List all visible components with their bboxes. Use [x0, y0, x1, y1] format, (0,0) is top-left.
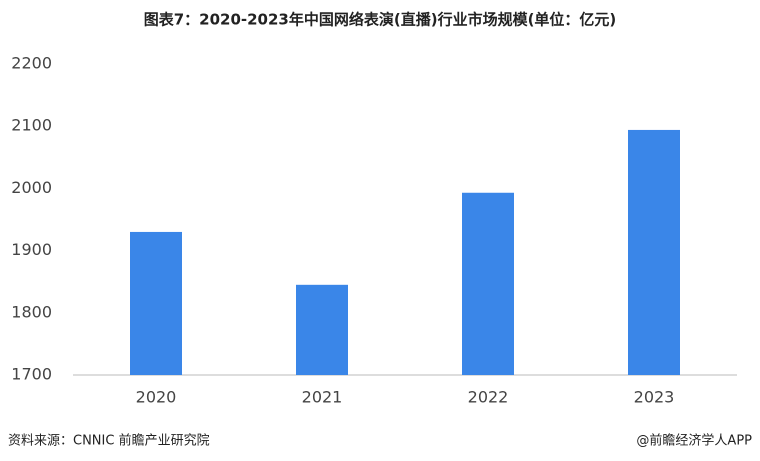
bar — [296, 284, 348, 375]
y-tick-label: 2200 — [11, 54, 52, 73]
bar — [462, 192, 514, 375]
x-tick-label: 2023 — [634, 388, 675, 407]
y-tick-label: 1700 — [11, 365, 52, 384]
chart-title: 图表7：2020-2023年中国网络表演(直播)行业市场规模(单位：亿元) — [144, 11, 617, 29]
x-tick-label: 2020 — [136, 388, 177, 407]
bar — [628, 129, 680, 375]
x-tick-label: 2022 — [468, 388, 509, 407]
y-tick-label: 2000 — [11, 178, 52, 197]
y-tick-label: 2100 — [11, 116, 52, 135]
credit: @前瞻经济学人APP — [636, 433, 752, 449]
y-tick-label: 1900 — [11, 240, 52, 259]
y-tick-label: 1800 — [11, 302, 52, 321]
bar — [130, 231, 182, 375]
x-tick-label: 2021 — [302, 388, 343, 407]
source: 资料来源：CNNIC 前瞻产业研究院 — [8, 433, 210, 449]
